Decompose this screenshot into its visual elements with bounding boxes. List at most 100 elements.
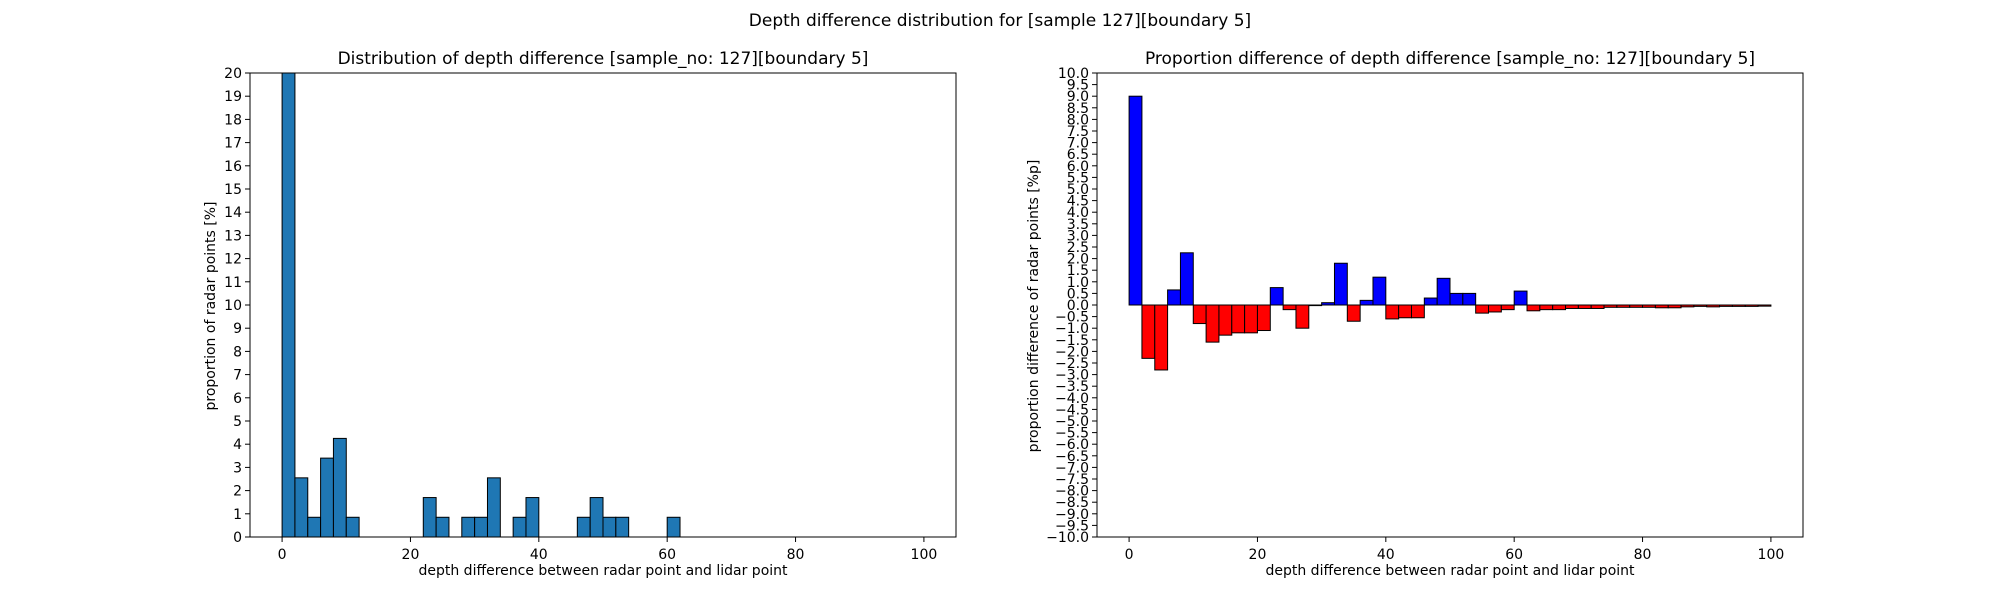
chart-right-x-tick-label: 100 <box>1758 547 1785 563</box>
chart-right-title: Proportion difference of depth differenc… <box>1145 49 1755 69</box>
chart-left-bar <box>615 516 630 538</box>
chart-left-y-tick-label: 8 <box>233 344 242 360</box>
chart-right-bar <box>1218 304 1233 336</box>
chart-right-y-tick-label: 7.0 <box>1067 136 1089 152</box>
chart-right-bar <box>1167 289 1181 306</box>
chart-right-bar <box>1308 304 1323 307</box>
chart-right-bar <box>1256 304 1271 332</box>
chart-right-bar <box>1231 304 1246 334</box>
figure-suptitle: Depth difference distribution for [sampl… <box>749 11 1251 31</box>
chart-right-y-tick-label: −7.0 <box>1055 460 1089 476</box>
chart-right-bar <box>1526 304 1541 312</box>
chart-right-bar <box>1667 304 1682 309</box>
chart-right-bar <box>1372 276 1387 306</box>
chart-left-bar <box>307 516 322 538</box>
chart-right-bar <box>1154 304 1169 371</box>
chart-right-y-tick-label: −3.5 <box>1055 379 1089 395</box>
chart-left-bar <box>332 437 347 538</box>
chart-left-y-tick-label: 19 <box>224 89 242 105</box>
chart-right-bar <box>1359 299 1374 306</box>
chart-right-y-tick-label: 7.5 <box>1067 124 1089 140</box>
chart-left-ylabel: proportion of radar points [%] <box>203 201 219 410</box>
chart-right-y-tick-label: 3.5 <box>1067 217 1089 233</box>
chart-right-y-tick-label: 6.0 <box>1067 159 1089 175</box>
chart-right-y-tick-label: −9.5 <box>1055 518 1089 534</box>
chart-right-bar <box>1693 304 1708 307</box>
chart-right-y-tick-label: 5.0 <box>1067 182 1089 198</box>
chart-right-x-tick-label: 20 <box>1249 547 1267 563</box>
chart-left-y-tick-label: 13 <box>224 228 242 244</box>
chart-left-bar <box>525 497 540 538</box>
chart-right-bar <box>1192 304 1207 325</box>
chart-right-y-tick-label: −8.0 <box>1055 484 1089 500</box>
chart-right-bar <box>1269 287 1284 306</box>
chart-left-y-tick-label: 10 <box>224 298 242 314</box>
chart-right-xlabel: depth difference between radar point and… <box>1265 563 1635 579</box>
chart-right-bar <box>1244 304 1258 334</box>
chart-right-y-tick-label: −1.0 <box>1055 321 1089 337</box>
chart-right-x-axis: 0 20 40 60 80 100 <box>1125 537 1785 563</box>
chart-right-bar <box>1642 304 1656 308</box>
chart-right-bar <box>1513 290 1528 306</box>
chart-right-ylabel: proportion difference of radar points [%… <box>1026 160 1042 453</box>
chart-left-bar <box>589 497 604 538</box>
chart-left-bar <box>666 516 681 538</box>
chart-right-x-tick-label: 40 <box>1377 547 1395 563</box>
chart-left-y-tick-label: 15 <box>224 182 242 198</box>
chart-right-bar <box>1603 304 1618 308</box>
chart-right-y-tick-label: 3.0 <box>1067 228 1089 244</box>
chart-right-bar <box>1128 95 1143 306</box>
chart-left-bar <box>422 497 437 538</box>
chart-right-bar <box>1616 304 1631 308</box>
chart-left-xlabel: depth difference between radar point and… <box>418 563 788 579</box>
chart-left-bar <box>345 516 360 538</box>
chart-right-y-tick-label: −4.0 <box>1055 391 1089 407</box>
chart-right-bar <box>1321 302 1335 306</box>
chart-left-bar <box>320 457 334 538</box>
chart-right-y-tick-label: 9.5 <box>1067 78 1089 94</box>
chart-right-y-tick-label: −2.5 <box>1055 356 1089 372</box>
chart-left-bar <box>576 516 591 538</box>
chart-right-bar <box>1410 304 1425 319</box>
chart-left-y-tick-label: 6 <box>233 391 242 407</box>
chart-right-y-tick-label: −2.0 <box>1055 344 1089 360</box>
chart-right-y-tick-label: −3.0 <box>1055 368 1089 384</box>
chart-right-y-tick-label: 9.0 <box>1067 89 1089 105</box>
chart-right-bar <box>1449 292 1464 306</box>
chart-left-y-tick-label: 12 <box>224 252 242 268</box>
chart-left-y-tick-label: 11 <box>224 275 242 291</box>
chart-right-y-tick-label: −5.5 <box>1055 426 1089 442</box>
chart-right-y-tick-label: −7.5 <box>1055 472 1089 488</box>
chart-left-y-tick-label: 1 <box>233 507 242 523</box>
chart-right-bar <box>1539 304 1554 311</box>
chart-right-bar <box>1179 252 1194 306</box>
chart-right-y-tick-label: 6.5 <box>1067 147 1089 163</box>
chart-left-bar <box>512 516 527 538</box>
chart-right-bar <box>1590 304 1605 309</box>
chart-right-bar <box>1282 304 1297 311</box>
chart-right-y-tick-label: 4.5 <box>1067 194 1089 210</box>
chart-right-bar <box>1462 292 1477 306</box>
chart-left-bar <box>281 72 296 538</box>
chart-left-x-tick-label: 100 <box>911 547 938 563</box>
chart-right-y-tick-label: 1.5 <box>1067 263 1089 279</box>
chart-right-y-axis: −10.0−9.5−9.0−8.5−8.0−7.5−7.0−6.5−6.0−5.… <box>1046 66 1097 546</box>
chart-right-plot-frame <box>1096 72 1804 538</box>
chart-right-bar <box>1719 304 1733 307</box>
chart-right-y-tick-label: 8.5 <box>1067 101 1089 117</box>
chart-left-bar <box>474 516 488 538</box>
chart-right-x-tick-label: 80 <box>1634 547 1652 563</box>
chart-left-bar <box>294 477 309 538</box>
chart-left-y-tick-label: 20 <box>224 66 242 82</box>
chart-right-y-tick-label: −8.5 <box>1055 495 1089 511</box>
chart-right-x-tick-label: 0 <box>1125 547 1134 563</box>
chart-left-bar <box>435 516 450 538</box>
chart-left-y-tick-label: 0 <box>233 530 242 546</box>
chart-right-bars <box>1128 95 1772 371</box>
chart-right-bar <box>1629 304 1644 308</box>
chart-right-y-tick-label: 5.5 <box>1067 170 1089 186</box>
chart-right-bar <box>1500 304 1515 311</box>
chart-left-x-tick-label: 20 <box>402 547 420 563</box>
chart-right-bar <box>1731 304 1746 307</box>
